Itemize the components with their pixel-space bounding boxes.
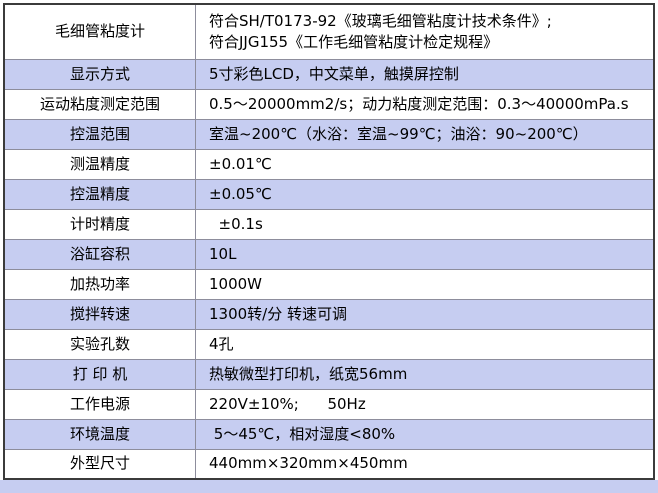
table-row: 计时精度 ±0.1s xyxy=(3,208,655,240)
table-row: 搅拌转速 1300转/分 转速可调 xyxy=(3,298,655,330)
spec-value-cell: ±0.1s xyxy=(195,208,655,240)
spec-label-cell: 显示方式 xyxy=(3,58,196,90)
spec-label-cell: 打 印 机 xyxy=(3,358,196,390)
spec-value-cell: 0.5～20000mm2/s；动力粘度测定范围：0.3～40000mPa.s xyxy=(195,88,655,120)
spec-label-cell: 计时精度 xyxy=(3,208,196,240)
table-row: 加热功率 1000W xyxy=(3,268,655,300)
table-row: 工作电源 220V±10%; 50Hz xyxy=(3,388,655,420)
spec-value-cell: 室温~200℃（水浴：室温~99℃；油浴：90~200℃） xyxy=(195,118,655,150)
spec-label-cell: 环境温度 xyxy=(3,418,196,450)
spec-value-cell: ±0.01℃ xyxy=(195,148,655,180)
table-row: 显示方式 5寸彩色LCD，中文菜单，触摸屏控制 xyxy=(3,58,655,90)
table-row: 控温范围 室温~200℃（水浴：室温~99℃；油浴：90~200℃） xyxy=(3,118,655,150)
spec-label-cell: 测温精度 xyxy=(3,148,196,180)
spec-label-cell: 外型尺寸 xyxy=(3,448,196,480)
spec-value-cell: 热敏微型打印机，纸宽56mm xyxy=(195,358,655,390)
spec-value-cell: 5～45℃，相对湿度<80% xyxy=(195,418,655,450)
spec-label-cell: 控温精度 xyxy=(3,178,196,210)
spec-value-cell: ±0.05℃ xyxy=(195,178,655,210)
spec-value-cell: 5寸彩色LCD，中文菜单，触摸屏控制 xyxy=(195,58,655,90)
table-row: 外型尺寸 440mm×320mm×450mm xyxy=(3,448,655,480)
table-row: 运动粘度测定范围 0.5～20000mm2/s；动力粘度测定范围：0.3～4000… xyxy=(3,88,655,120)
spec-value-cell: 符合SH/T0173-92《玻璃毛细管粘度计技术条件》; 符合JJG155《工作… xyxy=(195,3,655,60)
spec-label-cell: 加热功率 xyxy=(3,268,196,300)
spec-label-cell: 毛细管粘度计 xyxy=(3,3,196,60)
table-row: 测温精度 ±0.01℃ xyxy=(3,148,655,180)
table-row: 浴缸容积 10L xyxy=(3,238,655,270)
spec-value-cell: 4孔 xyxy=(195,328,655,360)
spec-value-cell: 1000W xyxy=(195,268,655,300)
table-row: 环境温度 5～45℃，相对湿度<80% xyxy=(3,418,655,450)
spec-label-cell: 工作电源 xyxy=(3,388,196,420)
spec-value-cell: 440mm×320mm×450mm xyxy=(195,448,655,480)
spec-value-cell: 1300转/分 转速可调 xyxy=(195,298,655,330)
bottom-strip xyxy=(0,480,658,493)
spec-label-cell: 控温范围 xyxy=(3,118,196,150)
spec-label-cell: 实验孔数 xyxy=(3,328,196,360)
spec-value-cell: 10L xyxy=(195,238,655,270)
spec-table: 毛细管粘度计 符合SH/T0173-92《玻璃毛细管粘度计技术条件》; 符合JJG… xyxy=(3,3,655,480)
spec-value-cell: 220V±10%; 50Hz xyxy=(195,388,655,420)
table-row: 控温精度 ±0.05℃ xyxy=(3,178,655,210)
table-row: 毛细管粘度计 符合SH/T0173-92《玻璃毛细管粘度计技术条件》; 符合JJG… xyxy=(3,3,655,60)
spec-label-cell: 运动粘度测定范围 xyxy=(3,88,196,120)
spec-label-cell: 搅拌转速 xyxy=(3,298,196,330)
table-row: 打 印 机热敏微型打印机，纸宽56mm xyxy=(3,358,655,390)
table-row: 实验孔数 4孔 xyxy=(3,328,655,360)
spec-table-body: 毛细管粘度计 符合SH/T0173-92《玻璃毛细管粘度计技术条件》; 符合JJG… xyxy=(3,3,655,480)
spec-label-cell: 浴缸容积 xyxy=(3,238,196,270)
